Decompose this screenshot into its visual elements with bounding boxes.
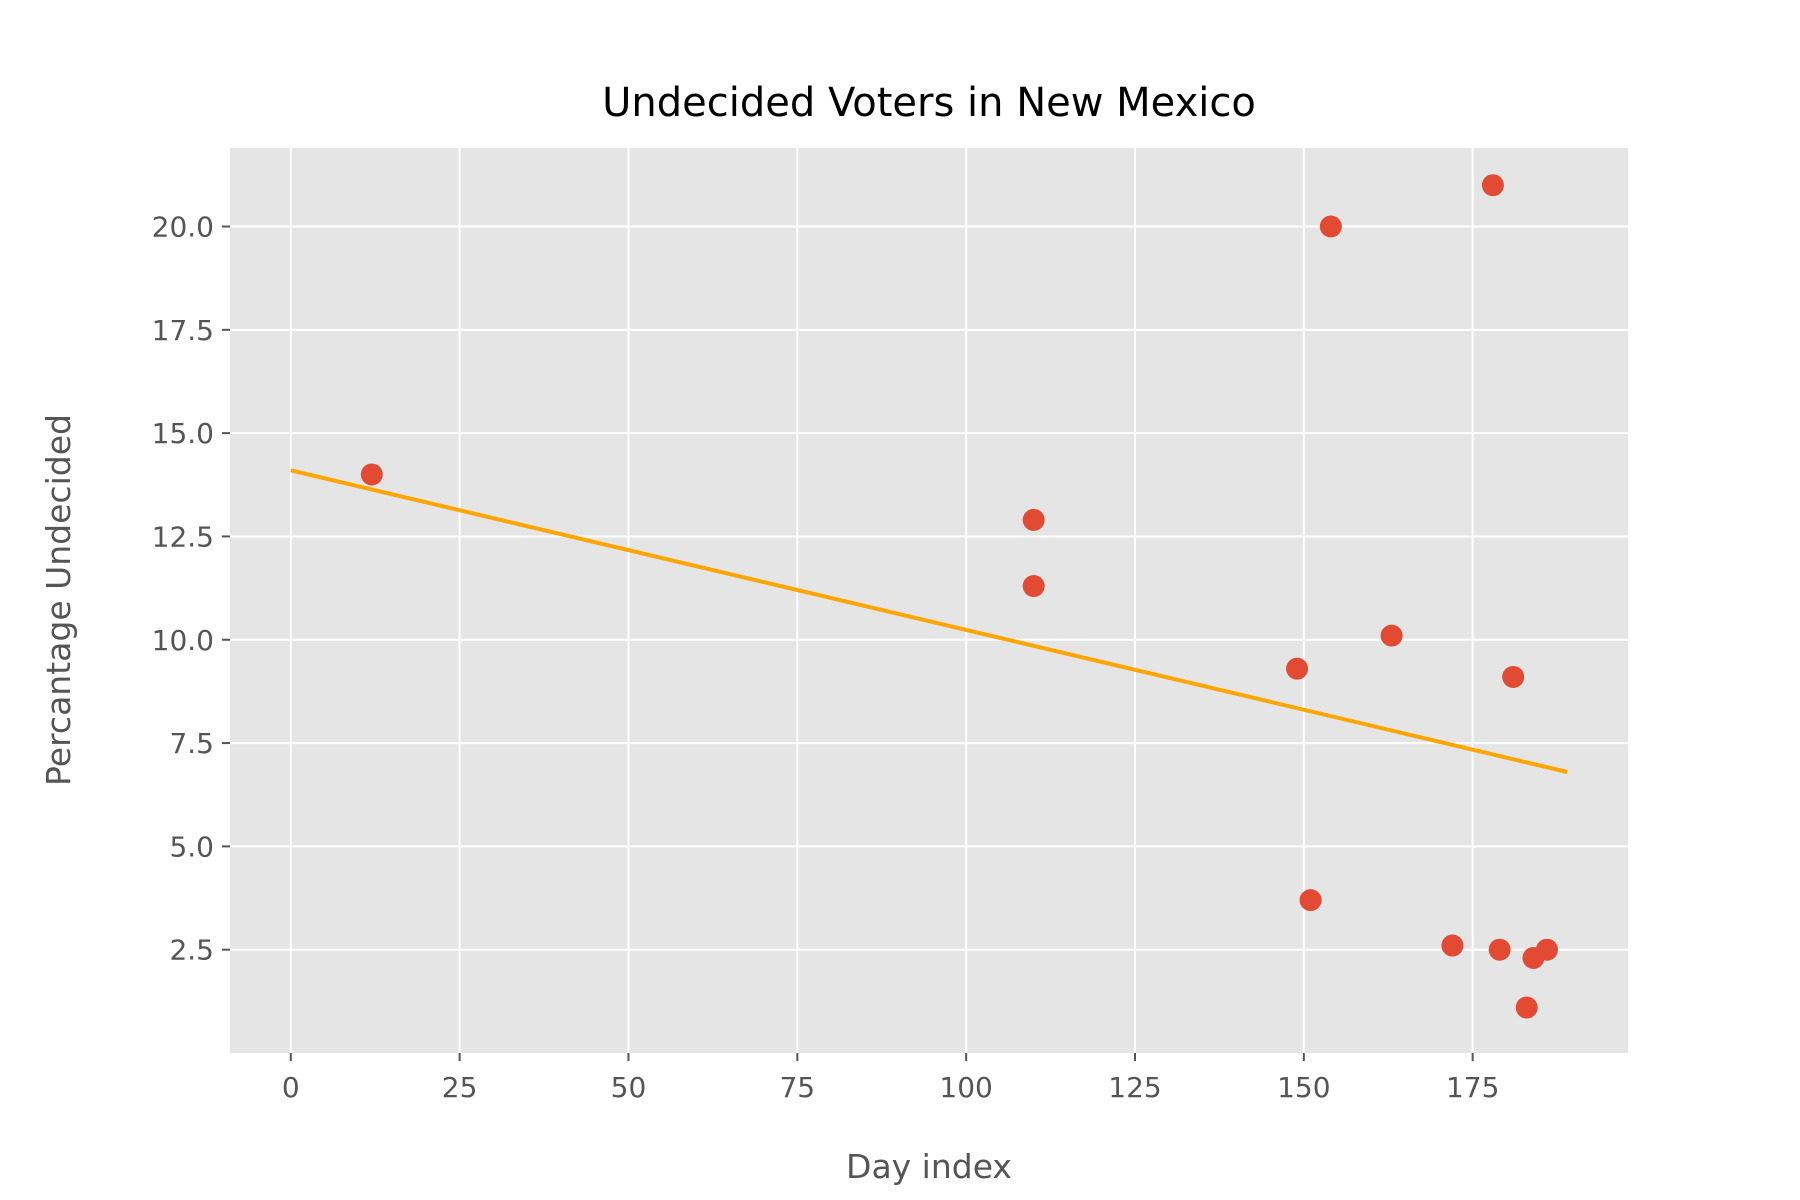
data-point (1515, 996, 1538, 1019)
data-point (1022, 508, 1045, 531)
x-tick-label: 175 (1446, 1071, 1499, 1104)
x-tick-label: 25 (442, 1071, 478, 1104)
data-point (1299, 889, 1322, 912)
data-point (1319, 215, 1342, 238)
x-axis-label: Day index (846, 1147, 1012, 1186)
data-point (1380, 624, 1403, 647)
x-tick-label: 50 (611, 1071, 647, 1104)
x-tick-label: 0 (282, 1071, 300, 1104)
y-axis-label: Percantage Undecided (39, 414, 78, 786)
x-tick-label: 75 (779, 1071, 815, 1104)
data-series (290, 174, 1568, 1019)
y-tick-label: 12.5 (152, 520, 214, 553)
data-point (1286, 657, 1309, 680)
y-tick-label: 20.0 (152, 211, 214, 244)
data-point (1535, 938, 1558, 961)
data-point (1502, 665, 1525, 688)
data-point (1022, 575, 1045, 598)
grid-lines (230, 148, 1628, 1053)
axis-ticks: 0 25 50 75 100 125 150 175 2.5 5.0 7.5 10.0 12.5 15.0… (152, 211, 1500, 1104)
y-tick-label: 15.0 (152, 417, 214, 450)
data-point (360, 463, 383, 486)
y-tick-label: 5.0 (169, 830, 214, 863)
data-point (1481, 174, 1504, 197)
chart-title: Undecided Voters in New Mexico (602, 80, 1256, 126)
y-tick-label: 7.5 (169, 727, 214, 760)
trend-line (290, 468, 1568, 774)
x-tick-label: 150 (1277, 1071, 1330, 1104)
plot-area (230, 148, 1628, 1053)
data-point (1441, 934, 1464, 957)
y-tick-label: 10.0 (152, 624, 214, 657)
x-tick-label: 125 (1108, 1071, 1161, 1104)
x-tick-label: 100 (939, 1071, 992, 1104)
y-tick-label: 17.5 (152, 314, 214, 347)
data-point (1488, 938, 1511, 961)
y-tick-label: 2.5 (169, 934, 214, 967)
